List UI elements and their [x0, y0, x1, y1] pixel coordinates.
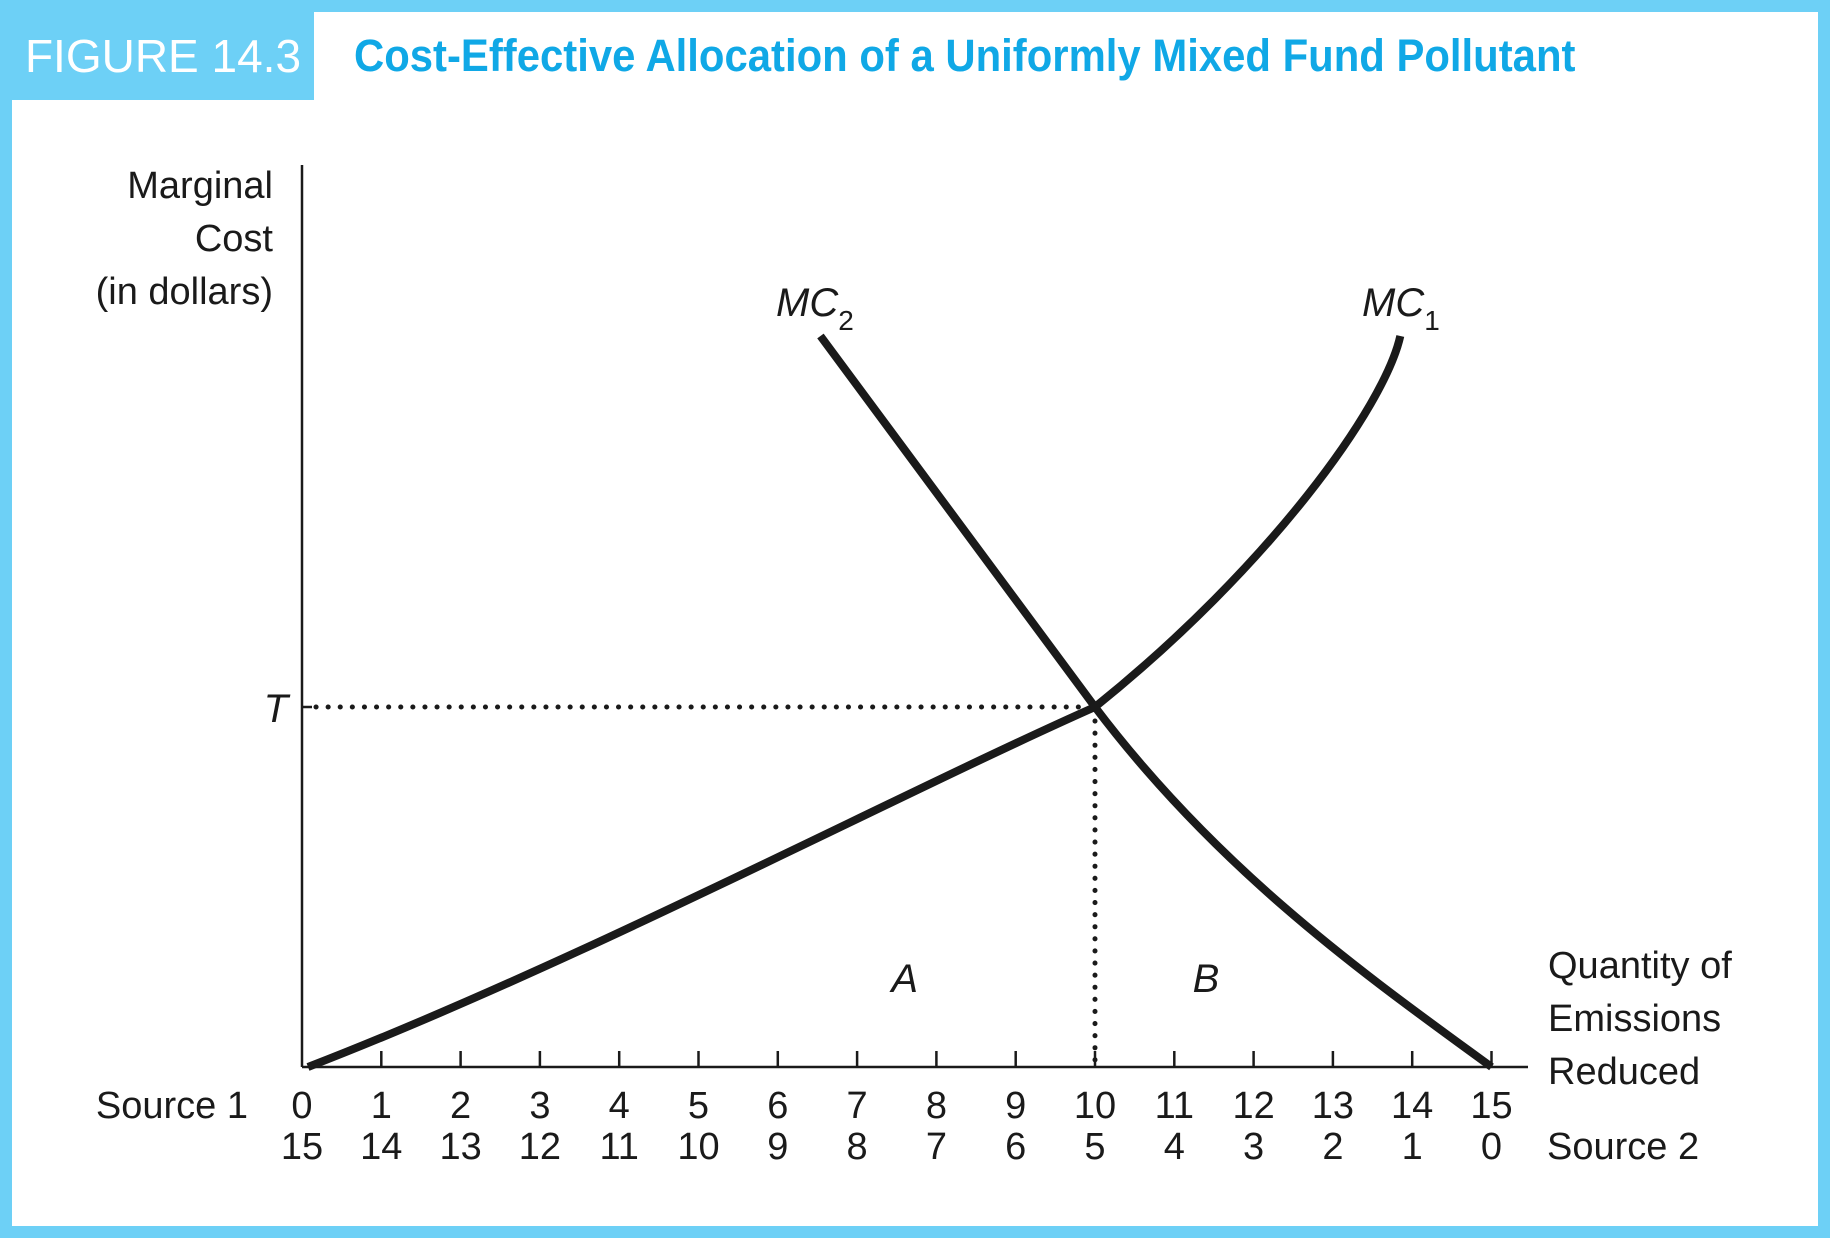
- source-1-tick-label: 4: [609, 1085, 630, 1127]
- y-axis-label-line-3: (in dollars): [96, 271, 273, 313]
- source-2-tick-label: 4: [1164, 1126, 1185, 1168]
- series-line-mc1: [306, 335, 1405, 1071]
- source-2-tick-label: 9: [767, 1126, 788, 1168]
- source-1-label: Source 1: [96, 1085, 248, 1127]
- x-axis-label-line-1: Quantity of: [1548, 945, 1732, 987]
- source-1-tick-label: 10: [1074, 1085, 1116, 1127]
- source-2-tick-label: 8: [847, 1126, 868, 1168]
- source-1-tick-label: 2: [450, 1085, 471, 1127]
- source-1-tick-label: 15: [1470, 1085, 1512, 1127]
- x-axis-label-line-3: Reduced: [1548, 1051, 1700, 1093]
- source-2-tick-label: 0: [1481, 1126, 1502, 1168]
- source-1-tick-label: 14: [1391, 1085, 1433, 1127]
- source-2-tick-label: 6: [1005, 1126, 1026, 1168]
- figure-title: Cost-Effective Allocation of a Uniformly…: [354, 30, 1576, 81]
- series-line-mc2: [817, 333, 1494, 1071]
- region-label-b: B: [1193, 957, 1220, 1001]
- source-1-tick-label: 5: [688, 1085, 709, 1127]
- source-1-tick-label: 0: [291, 1085, 312, 1127]
- source-1-tick-label: 13: [1312, 1085, 1354, 1127]
- source-2-tick-label: 2: [1322, 1126, 1343, 1168]
- source-2-tick-label: 13: [439, 1126, 481, 1168]
- source-2-tick-label: 10: [677, 1126, 719, 1168]
- source-1-tick-label: 9: [1005, 1085, 1026, 1127]
- series-label-mc1: MC1: [1362, 281, 1440, 336]
- source-2-tick-label: 3: [1243, 1126, 1264, 1168]
- y-axis-label-line-1: Marginal: [127, 165, 273, 207]
- figure-label: FIGURE 14.3: [12, 12, 314, 100]
- source-2-tick-label: 1: [1402, 1126, 1423, 1168]
- source-2-tick-label: 12: [519, 1126, 561, 1168]
- x-axis-label-line-2: Emissions: [1548, 998, 1721, 1040]
- source-1-tick-label: 12: [1232, 1085, 1274, 1127]
- source-2-label: Source 2: [1547, 1126, 1699, 1168]
- source-2-tick-label: 11: [599, 1126, 638, 1168]
- source-2-tick-label: 5: [1084, 1126, 1105, 1168]
- source-1-tick-label: 7: [847, 1085, 868, 1127]
- series-label-mc2: MC2: [776, 281, 854, 336]
- y-tick-label-t: T: [264, 687, 291, 731]
- y-axis-label-line-2: Cost: [195, 218, 274, 260]
- x-axis-ticks: 0151142133124115106978879610511412313214…: [281, 1051, 1513, 1168]
- source-1-tick-label: 6: [767, 1085, 788, 1127]
- series-label-mc2-subscript: 2: [838, 305, 854, 336]
- source-1-tick-label: 3: [529, 1085, 550, 1127]
- source-2-tick-label: 7: [926, 1126, 947, 1168]
- series-label-mc1-subscript: 1: [1424, 305, 1440, 336]
- source-2-tick-label: 14: [360, 1126, 402, 1168]
- region-label-a: A: [889, 957, 918, 1001]
- source-1-tick-label: 1: [371, 1085, 392, 1127]
- source-2-tick-label: 15: [281, 1126, 323, 1168]
- source-1-tick-label: 8: [926, 1085, 947, 1127]
- source-1-tick-label: 11: [1155, 1085, 1194, 1127]
